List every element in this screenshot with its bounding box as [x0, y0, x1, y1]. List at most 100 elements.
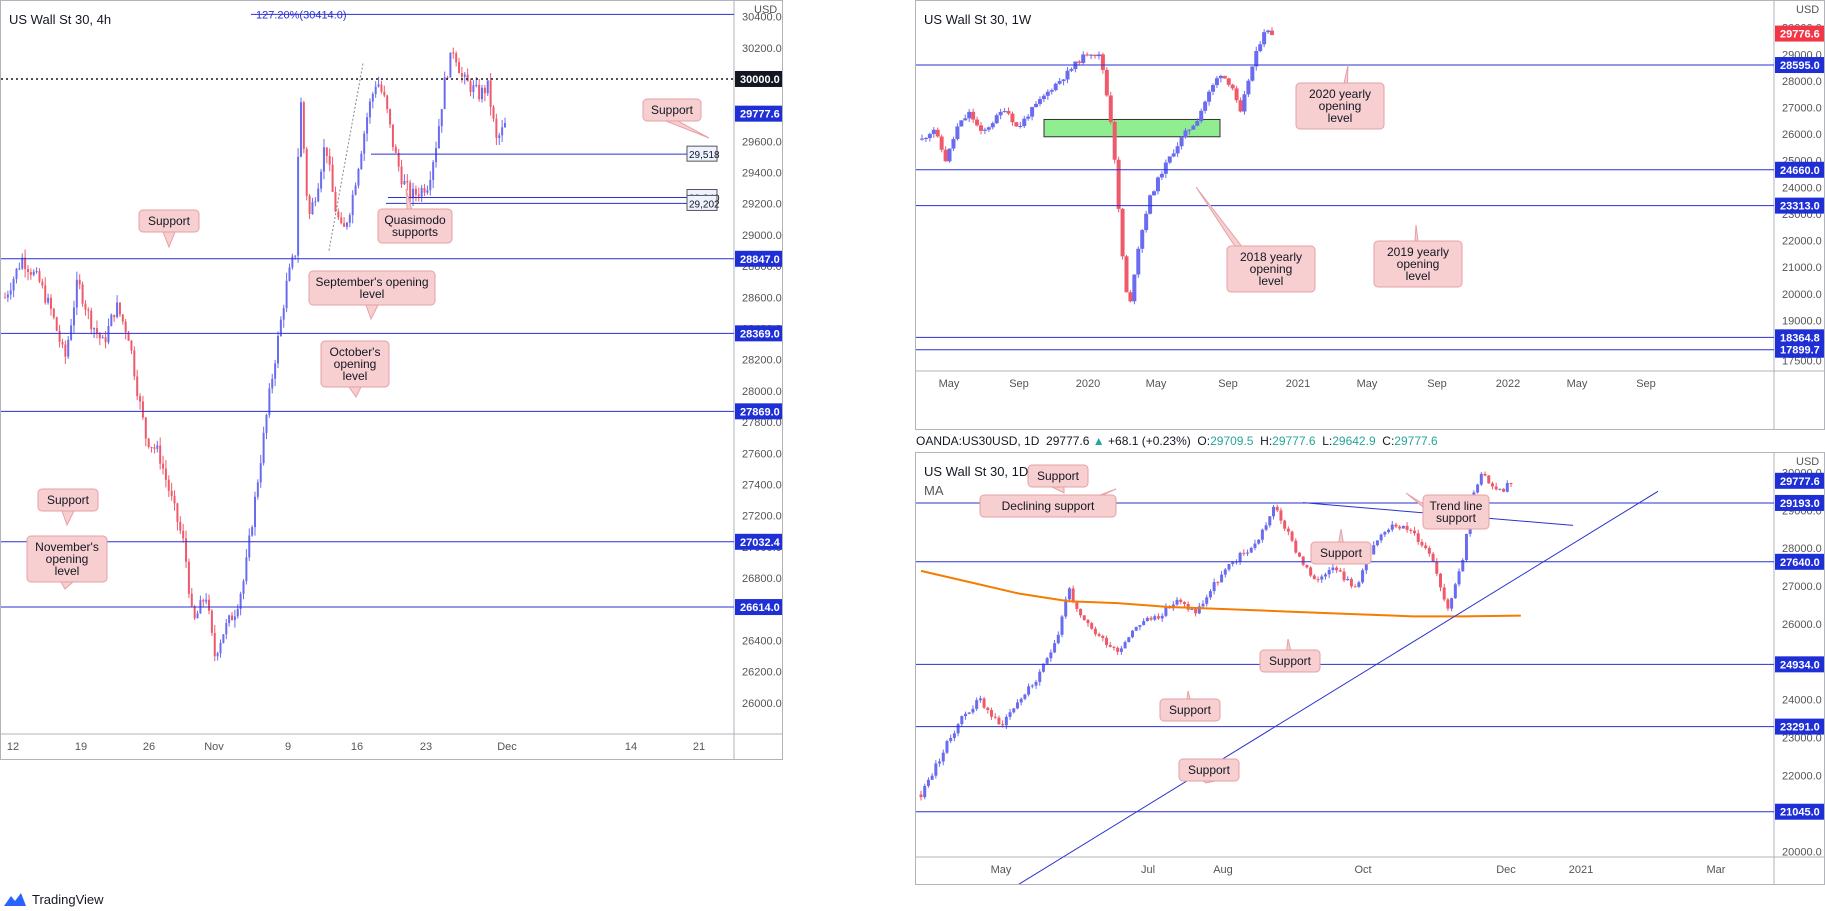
candle-body [963, 118, 968, 121]
chart-panel-d1[interactable]: 20000.021000.022000.023000.024000.025000… [915, 452, 1825, 885]
price-tag-label: 21045.0 [1780, 807, 1820, 819]
ohlc-symbol: OANDA:US30USD, 1D [916, 434, 1040, 448]
candle-body [337, 211, 340, 218]
candle-body [1320, 576, 1324, 580]
candle-body [380, 84, 383, 92]
h4-chart-title: US Wall St 30, 4h [9, 12, 112, 27]
price-tag [1775, 329, 1824, 346]
price-tag [1775, 803, 1824, 820]
h4-chart-svg[interactable]: 26000.026200.026400.026600.026800.027000… [1, 1, 783, 760]
d1-chart-svg[interactable]: 20000.021000.022000.023000.024000.025000… [916, 453, 1825, 885]
candle-body [1490, 483, 1494, 487]
candle-body [1446, 599, 1450, 609]
candle-body [1159, 173, 1164, 178]
candle-body [1205, 597, 1209, 604]
price-tag [735, 250, 782, 267]
candle-body [1081, 54, 1086, 63]
candle-body [176, 503, 179, 522]
candle-body [248, 535, 251, 558]
candle-body [1089, 54, 1094, 56]
candle-body [360, 153, 363, 170]
candle-body [1226, 78, 1231, 85]
candle-body [1027, 686, 1031, 695]
candle-body [504, 123, 506, 128]
candle-body [242, 581, 245, 594]
candle-body [990, 123, 995, 128]
candle-body [1116, 159, 1121, 209]
candle-body [193, 606, 196, 619]
candle-body [1041, 95, 1046, 100]
candle-body [124, 321, 127, 333]
chart-panel-w1[interactable]: 17500.018000.019000.020000.021000.022000… [915, 0, 1825, 430]
candle-body [1148, 195, 1153, 214]
callout-support-d1-d: Support [1159, 690, 1221, 722]
candle-body [265, 414, 268, 433]
candle-body [429, 179, 432, 191]
candle-body [147, 438, 150, 448]
candle-body [1085, 54, 1090, 56]
candle-body [1272, 506, 1276, 517]
candle-body [1227, 563, 1231, 570]
candle-body [1138, 625, 1142, 627]
candle-body [1002, 111, 1007, 113]
callout-text: level [360, 287, 385, 301]
callout-text: Support [1037, 469, 1080, 483]
candle-body [1108, 644, 1112, 647]
candle-body [1216, 582, 1220, 584]
candle-body [18, 268, 21, 270]
candle-body [463, 74, 466, 77]
candle-body [90, 310, 93, 330]
candle-body [486, 80, 489, 94]
chart-panel-h4[interactable]: 26000.026200.026400.026600.026800.027000… [0, 0, 783, 760]
x-tick-label: Sep [1009, 378, 1029, 390]
candle-body [1022, 118, 1027, 126]
candle-body [1131, 630, 1135, 638]
candle-body [475, 84, 478, 86]
currency-label: USD [1796, 4, 1819, 16]
callout-support-d1-e: Support [1178, 758, 1240, 784]
callout-text: 2018 yearly [1240, 250, 1302, 264]
candle-body [1342, 571, 1346, 581]
candle-body [1416, 533, 1420, 542]
candle-body [268, 388, 271, 415]
callout-pointer [365, 304, 379, 321]
candle-body [1004, 716, 1008, 726]
candle-body [1457, 571, 1461, 585]
x-tick-label: 14 [625, 741, 637, 753]
candle-body [205, 599, 208, 602]
candle-body [1383, 532, 1387, 535]
candle-body [420, 187, 423, 197]
candle-body [481, 87, 484, 100]
candle-body [87, 309, 90, 311]
candle-body [1065, 70, 1070, 80]
up-arrow-icon: ▲ [1092, 434, 1105, 448]
w1-chart-svg[interactable]: 17500.018000.019000.020000.021000.022000… [916, 1, 1825, 430]
callout-box [308, 270, 436, 306]
candle-body [144, 417, 147, 439]
candle-body [325, 147, 328, 156]
price-tag [1775, 553, 1824, 570]
ohlc-low: 29642.9 [1332, 434, 1376, 448]
y-tick-label: 26800.0 [742, 573, 782, 585]
callout-text: Support [148, 214, 191, 228]
candle-body [935, 129, 940, 137]
candle-body [920, 138, 924, 140]
candle-body [1218, 75, 1223, 79]
candle-body [294, 255, 297, 257]
y-tick-label: 20000.0 [1782, 846, 1822, 858]
candle-body [1424, 545, 1428, 549]
price-tag-label: 27869.0 [740, 406, 780, 418]
candle-body [394, 147, 397, 153]
candle-body [1093, 628, 1097, 635]
candle-body [1030, 107, 1035, 117]
y-tick-label: 21000.0 [1782, 262, 1822, 274]
candle-body [297, 156, 300, 256]
candle-body [959, 120, 964, 127]
candle-body [1212, 582, 1216, 592]
candle-body [1305, 564, 1309, 568]
candle-body [1238, 100, 1243, 112]
candle-body [472, 85, 475, 92]
candle-body [945, 741, 949, 753]
candle-body [403, 181, 406, 185]
candle-body [1179, 137, 1184, 147]
